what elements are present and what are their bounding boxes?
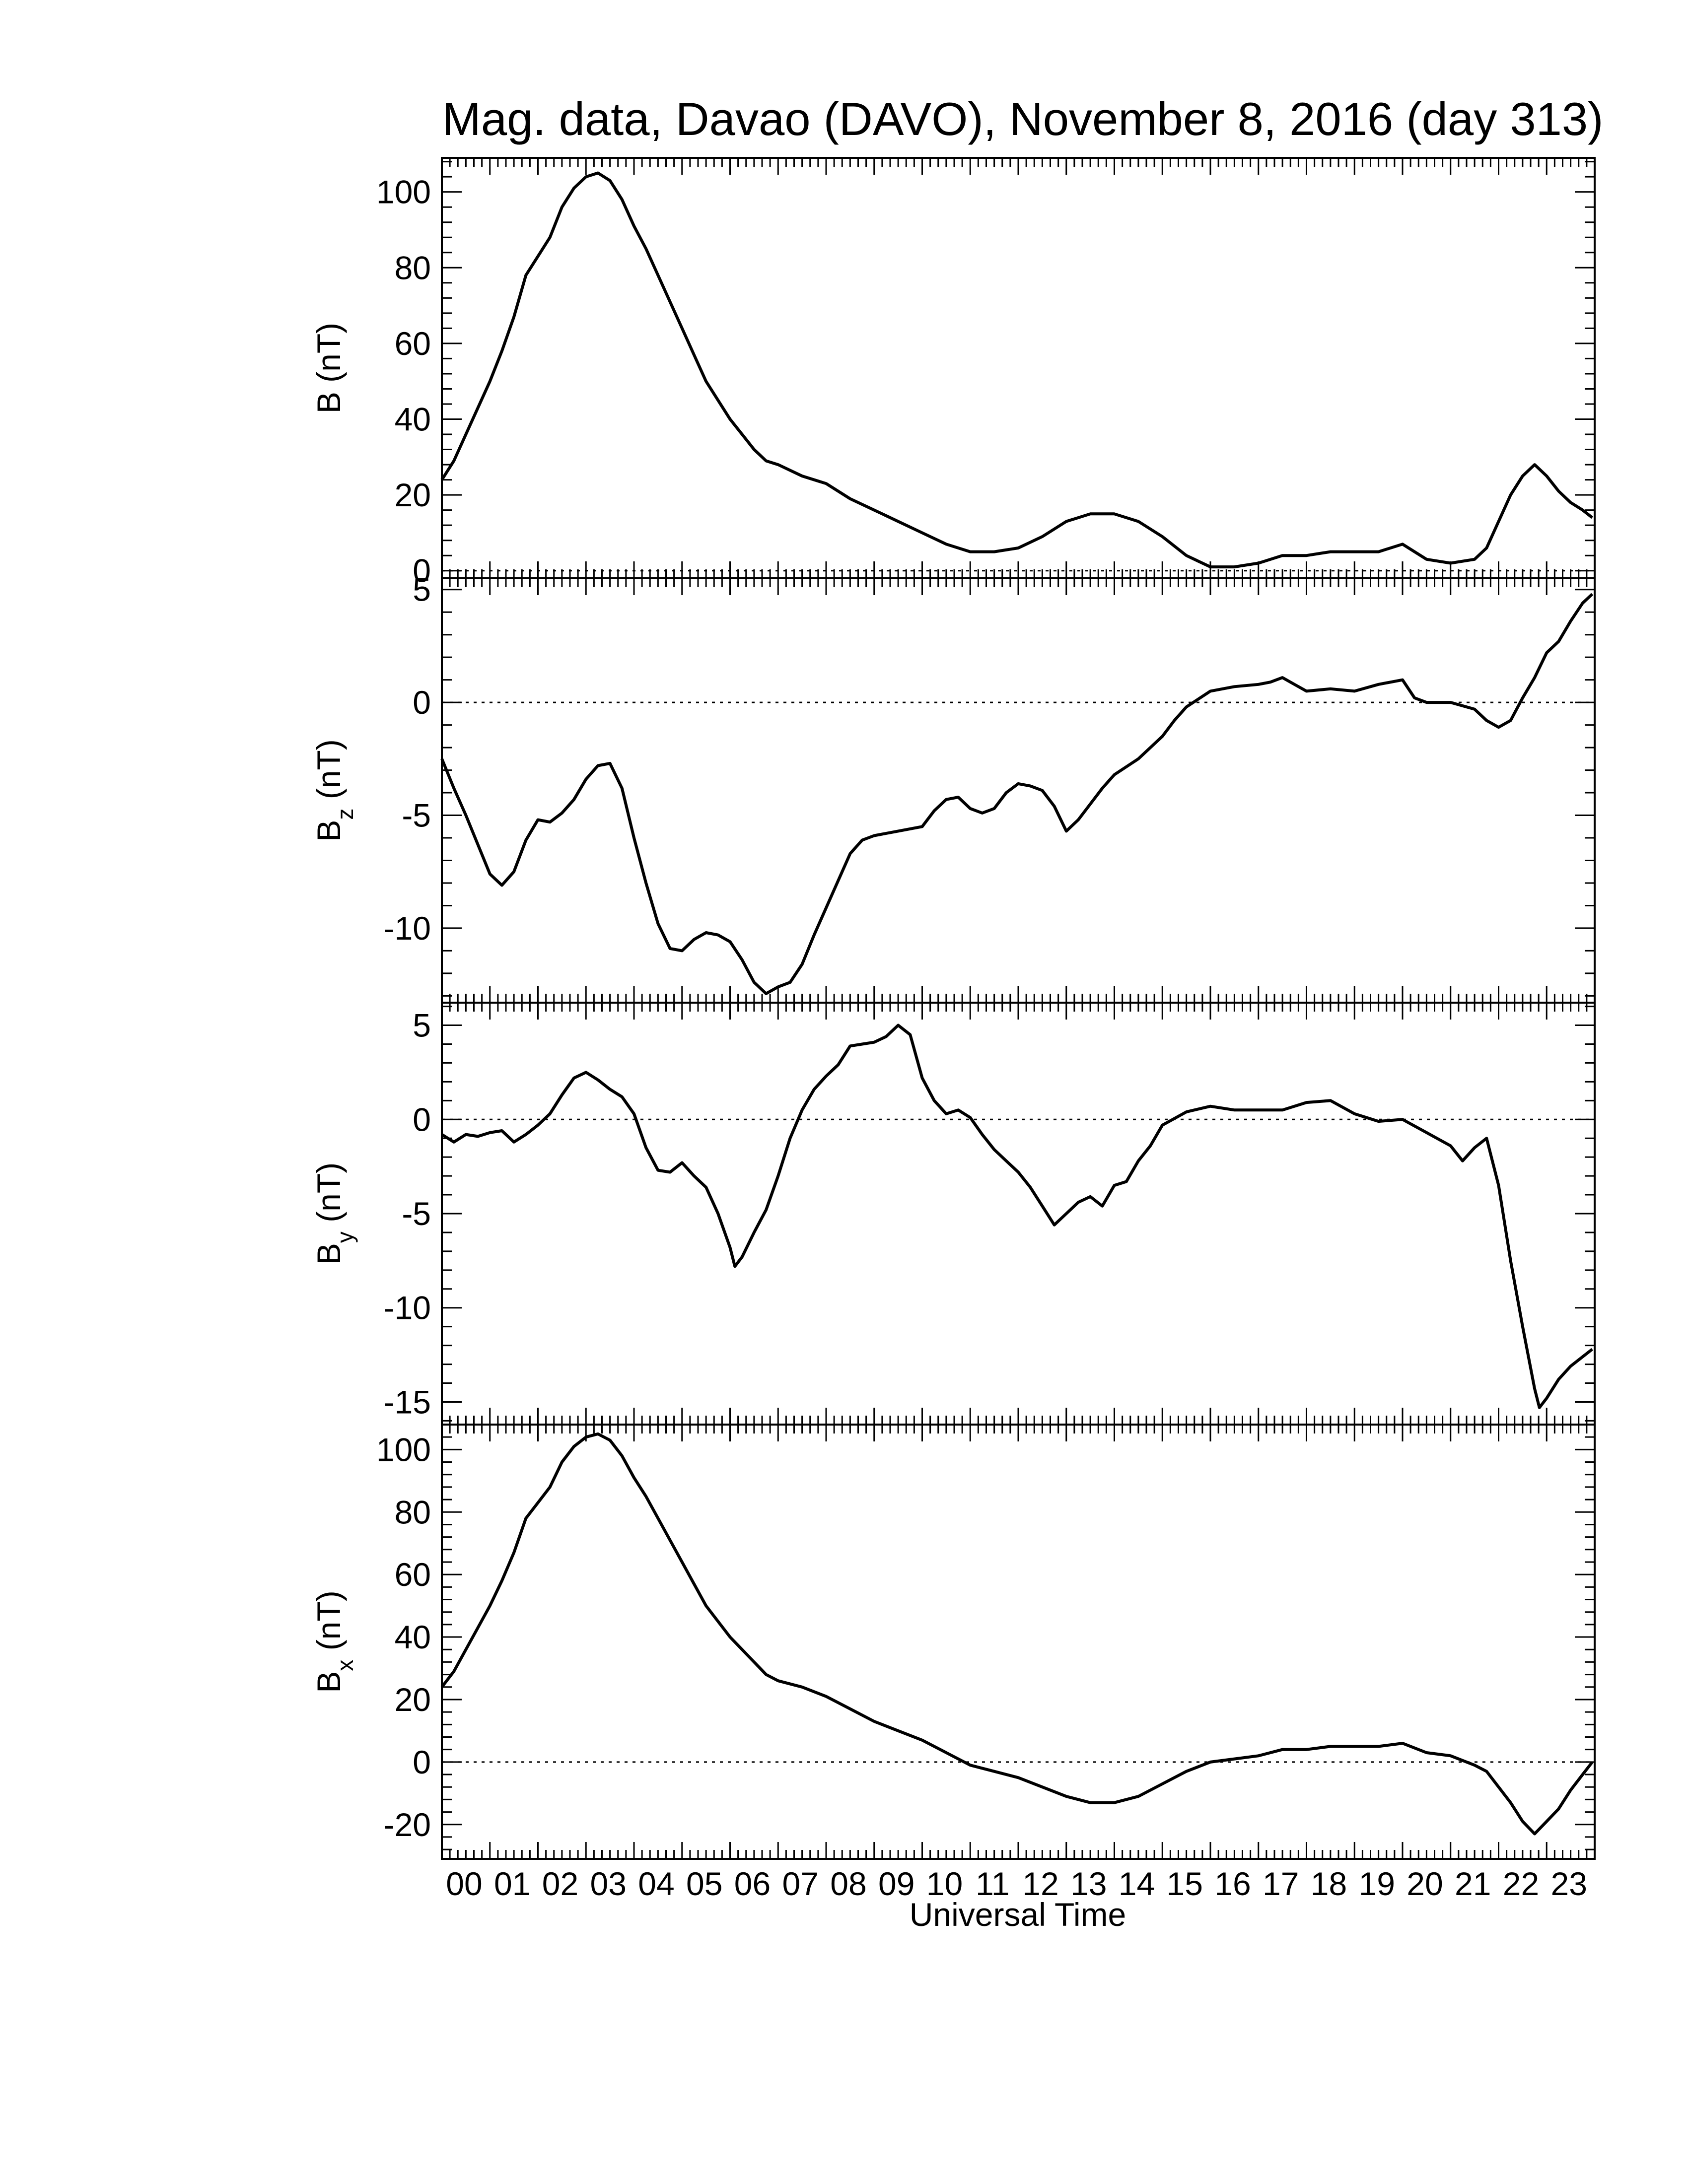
y-tick-label: 80 <box>395 249 431 286</box>
y-axis-title-unit: (nT) <box>310 1590 347 1659</box>
y-axis-title-main: B (nT) <box>310 323 347 413</box>
x-tick-labels: 00 01 02 03 04 05 06 07 08 09 10 11 12 13 14 15 16 17 18 19… <box>446 1865 1587 1902</box>
x-tick-label: 12 <box>1022 1865 1058 1902</box>
x-tick-label: 21 <box>1455 1865 1491 1902</box>
y-axis-title-sub: x <box>332 1660 358 1671</box>
x-tick-label: 22 <box>1503 1865 1539 1902</box>
y-tick-label: 100 <box>376 174 431 210</box>
x-tick-label: 20 <box>1407 1865 1443 1902</box>
y-axis-title-main: B <box>310 1243 347 1265</box>
y-tick-label: 60 <box>395 325 431 362</box>
series-line-bz <box>440 593 1594 995</box>
y-axis-title-unit: (nT) <box>310 739 347 808</box>
y-tick-label: -10 <box>384 1290 431 1326</box>
series-line-by <box>441 1024 1594 1409</box>
y-tick-label: 60 <box>395 1556 431 1593</box>
y-axis-title-sub: y <box>332 1231 358 1243</box>
y-tick-label: -20 <box>384 1806 431 1843</box>
x-tick-label: 02 <box>542 1865 578 1902</box>
y-tick-label: 20 <box>395 477 431 513</box>
y-tick-label: -5 <box>402 797 431 834</box>
series-line-bx <box>440 1432 1594 1836</box>
y-tick-label: -5 <box>402 1195 431 1232</box>
y-tick-label: 0 <box>413 552 431 589</box>
x-tick-label: 16 <box>1214 1865 1251 1902</box>
x-tick-label: 06 <box>734 1865 771 1902</box>
y-tick-label: 0 <box>413 684 431 721</box>
x-tick-label: 11 <box>976 1865 1010 1902</box>
panel-frame <box>441 1002 1596 1426</box>
x-tick-label: 17 <box>1263 1865 1299 1902</box>
y-axis-title-main: B <box>310 820 347 842</box>
x-axis-title: Universal Time <box>910 1896 1126 1933</box>
y-tick-label: 5 <box>413 571 431 608</box>
x-tick-label: 13 <box>1070 1865 1107 1902</box>
panel-b: 0 20 40 60 80 100 B (nT) <box>310 157 1596 589</box>
x-tick-label: 19 <box>1359 1865 1395 1902</box>
series-line-b <box>440 171 1594 569</box>
y-axis-title: B (nT) <box>310 323 347 413</box>
x-tick-label: 14 <box>1119 1865 1155 1902</box>
y-tick-label: 40 <box>395 401 431 438</box>
x-tick-label: 03 <box>590 1865 627 1902</box>
x-tick-label: 18 <box>1311 1865 1347 1902</box>
panel-bz: -10 -5 0 5 Bz (nT) <box>310 571 1596 1004</box>
x-tick-label: 23 <box>1551 1865 1587 1902</box>
y-axis-title-main: B <box>310 1671 347 1693</box>
y-tick-label: 100 <box>376 1431 431 1468</box>
x-tick-label: 08 <box>830 1865 866 1902</box>
panel-by: -15 -10 -5 0 5 By (nT) <box>310 1002 1596 1426</box>
y-tick-label: 5 <box>413 1007 431 1044</box>
panel-frame <box>441 1424 1596 1860</box>
panel-bx: -20 0 20 40 60 80 100 Bx (nT) <box>310 1424 1596 1860</box>
x-tick-label: 00 <box>446 1865 482 1902</box>
y-tick-label: 0 <box>413 1744 431 1780</box>
y-axis-title-unit: (nT) <box>310 1162 347 1231</box>
x-tick-label: 10 <box>926 1865 963 1902</box>
y-axis-title: By (nT) <box>310 1162 358 1265</box>
y-axis-title-sub: z <box>332 809 358 820</box>
y-axis-title: Bx (nT) <box>310 1590 358 1693</box>
x-tick-label: 09 <box>878 1865 914 1902</box>
panel-frame <box>441 577 1596 1004</box>
x-tick-label: 01 <box>494 1865 530 1902</box>
y-tick-label: 0 <box>413 1101 431 1138</box>
x-tick-label: 15 <box>1167 1865 1203 1902</box>
panel-frame <box>441 157 1596 579</box>
y-tick-label: -10 <box>384 910 431 947</box>
y-axis-title: Bz (nT) <box>310 739 358 841</box>
y-tick-label: 40 <box>395 1619 431 1655</box>
chart-title: Mag. data, Davao (DAVO), November 8, 201… <box>442 93 1604 145</box>
x-tick-label: 05 <box>686 1865 722 1902</box>
y-tick-label: -15 <box>384 1383 431 1420</box>
x-tick-label: 07 <box>782 1865 819 1902</box>
x-tick-label: 04 <box>638 1865 674 1902</box>
y-tick-label: 20 <box>395 1681 431 1718</box>
y-tick-label: 80 <box>395 1494 431 1530</box>
